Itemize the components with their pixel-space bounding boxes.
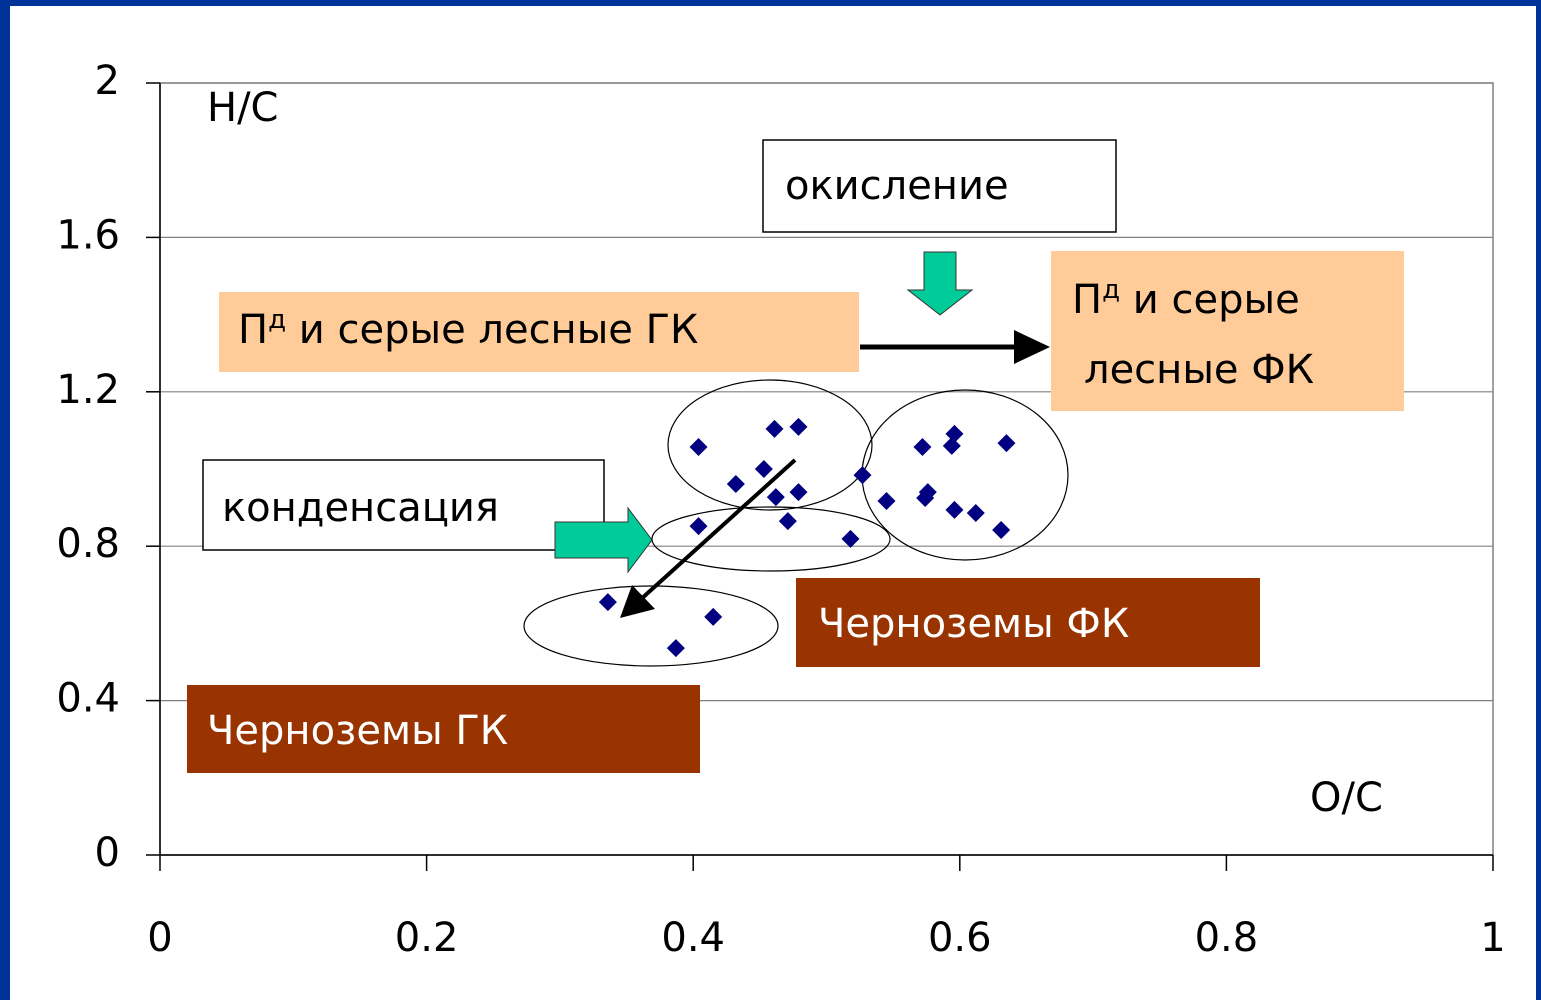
y-axis-label: H/C [207, 85, 278, 131]
point [689, 517, 708, 536]
x-tick-label: 1 [1480, 915, 1505, 961]
point [945, 500, 964, 519]
arrow [906, 251, 974, 316]
cluster-outline [523, 585, 779, 667]
y-tick-label: 0.4 [56, 676, 120, 722]
annotation-box [219, 292, 859, 372]
point [789, 483, 808, 502]
point [666, 639, 685, 658]
y-tick-label: 2 [95, 58, 120, 104]
arrow-head [620, 585, 655, 618]
x-tick-label: 0 [147, 915, 172, 961]
x-axis-label: O/C [1310, 775, 1383, 821]
point [992, 520, 1011, 539]
y-tick-label: 0 [95, 830, 120, 876]
point [778, 512, 797, 531]
annotation-box [762, 139, 1117, 233]
x-tick-label: 0.2 [395, 915, 459, 961]
point [726, 475, 745, 494]
point [942, 436, 961, 455]
y-tick-label: 1.2 [56, 367, 120, 413]
y-tick-label: 0.8 [56, 521, 120, 567]
point [913, 437, 932, 456]
annotation-box [202, 459, 605, 551]
annotation-sup: д [268, 305, 286, 335]
annotation: конденсация [222, 485, 499, 531]
point [945, 424, 964, 443]
point [853, 466, 872, 485]
arrow [638, 458, 797, 602]
annotation-text: П [1072, 277, 1102, 323]
annotation: Пд и серые [1072, 275, 1300, 324]
annotation: Черноземы ГК [207, 708, 508, 754]
cluster-outline [651, 506, 891, 572]
annotation: лесные ФК [1084, 347, 1314, 393]
point [598, 593, 617, 612]
annotation-text: и серые [1120, 277, 1300, 323]
x-tick-label: 0.8 [1195, 915, 1259, 961]
point [689, 437, 708, 456]
annotation: Черноземы ФК [818, 601, 1129, 647]
annotation: окисление [785, 163, 1009, 209]
annotation-box [187, 685, 700, 773]
annotation-text: и серые лесные ГК [286, 307, 698, 353]
point [966, 504, 985, 523]
annotation-box [796, 578, 1260, 667]
x-tick-label: 0.6 [928, 915, 992, 961]
point [766, 488, 785, 507]
arrow [554, 506, 653, 574]
point [704, 607, 723, 626]
y-tick-label: 1.6 [56, 212, 120, 258]
annotation-text: П [238, 307, 268, 353]
annotation-box [1051, 251, 1404, 411]
annotation-sup: д [1102, 275, 1120, 305]
point [789, 417, 808, 436]
annotation: Пд и серые лесные ГК [238, 305, 698, 354]
point [997, 434, 1016, 453]
point [916, 488, 935, 507]
arrow-head [1014, 330, 1050, 364]
point [765, 419, 784, 438]
point [841, 529, 860, 548]
point [877, 492, 896, 511]
x-tick-label: 0.4 [661, 915, 725, 961]
cluster-outline [667, 379, 873, 511]
point [754, 460, 773, 478]
